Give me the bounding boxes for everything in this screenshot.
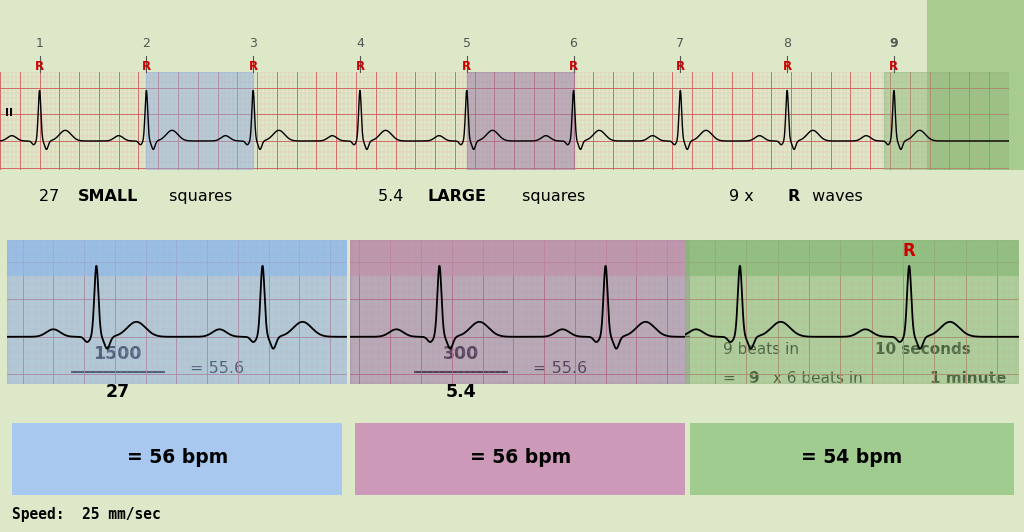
Text: 1: 1 (36, 37, 43, 50)
Text: 4: 4 (356, 37, 364, 50)
Text: R: R (141, 60, 151, 73)
Text: 5: 5 (463, 37, 471, 50)
Bar (146, 72, 253, 170)
Text: R: R (782, 60, 792, 73)
Text: R: R (569, 60, 579, 73)
Text: = 55.6: = 55.6 (190, 361, 245, 376)
Text: R: R (462, 60, 471, 73)
Text: 5.4: 5.4 (445, 383, 476, 401)
Bar (884, 72, 1009, 170)
Text: = 56 bpm: = 56 bpm (127, 447, 227, 467)
Text: 300: 300 (442, 345, 479, 363)
Text: 7: 7 (676, 37, 684, 50)
Text: = 55.6: = 55.6 (534, 361, 588, 376)
Text: squares: squares (517, 189, 585, 204)
Bar (350, 239, 690, 276)
Bar (927, 0, 1024, 170)
Text: 6: 6 (569, 37, 578, 50)
Text: R: R (35, 60, 44, 73)
Text: 1500: 1500 (93, 345, 142, 363)
Text: 5.4: 5.4 (379, 189, 409, 204)
Text: 9 x: 9 x (729, 189, 759, 204)
Text: 10 seconds: 10 seconds (874, 342, 971, 356)
Text: II: II (5, 108, 13, 118)
Bar (7, 239, 347, 276)
Text: 9: 9 (890, 37, 898, 50)
Text: = 54 bpm: = 54 bpm (802, 447, 902, 467)
Bar (690, 423, 1014, 495)
Text: 27: 27 (105, 383, 130, 401)
Text: Speed:  25 mm/sec: Speed: 25 mm/sec (12, 506, 161, 522)
Bar (685, 239, 1019, 276)
Text: 9 beats in: 9 beats in (723, 342, 804, 356)
Text: 8: 8 (783, 37, 792, 50)
Text: R: R (787, 189, 800, 204)
Text: x 6 beats in: x 6 beats in (768, 371, 867, 386)
Text: squares: squares (164, 189, 232, 204)
Text: 1 minute: 1 minute (930, 371, 1006, 386)
Text: 9: 9 (749, 371, 759, 386)
Text: R: R (355, 60, 365, 73)
Text: = 56 bpm: = 56 bpm (470, 447, 570, 467)
Text: waves: waves (807, 189, 862, 204)
Text: R: R (903, 242, 915, 260)
Text: LARGE: LARGE (428, 189, 486, 204)
Text: 3: 3 (249, 37, 257, 50)
Text: R: R (890, 60, 898, 73)
Text: 2: 2 (142, 37, 151, 50)
Bar (467, 72, 573, 170)
Text: 27: 27 (39, 189, 65, 204)
Text: R: R (249, 60, 258, 73)
Text: R: R (676, 60, 685, 73)
Text: SMALL: SMALL (78, 189, 138, 204)
Text: =: = (723, 371, 740, 386)
